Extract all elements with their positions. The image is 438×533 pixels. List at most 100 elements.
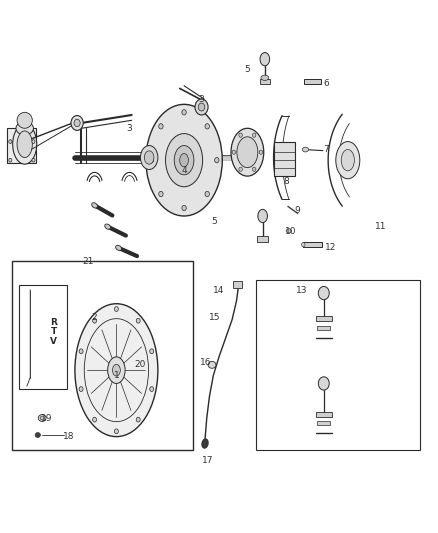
- Bar: [317, 326, 330, 330]
- Ellipse shape: [252, 167, 256, 172]
- Ellipse shape: [302, 147, 308, 152]
- Ellipse shape: [260, 53, 270, 66]
- Ellipse shape: [239, 133, 242, 138]
- Ellipse shape: [17, 112, 32, 128]
- Ellipse shape: [182, 205, 186, 211]
- Bar: [316, 411, 332, 417]
- Ellipse shape: [40, 416, 44, 420]
- Bar: [258, 236, 268, 241]
- Ellipse shape: [146, 104, 222, 216]
- Text: 4: 4: [181, 166, 187, 175]
- Bar: [317, 421, 330, 425]
- Text: 14: 14: [213, 286, 225, 295]
- Ellipse shape: [232, 150, 236, 155]
- Ellipse shape: [32, 140, 35, 143]
- Bar: [12, 261, 193, 450]
- Text: 3: 3: [127, 124, 132, 133]
- Ellipse shape: [318, 377, 329, 390]
- Bar: [256, 280, 420, 450]
- Text: 17: 17: [202, 456, 214, 465]
- Text: 20: 20: [135, 360, 146, 369]
- Ellipse shape: [108, 357, 125, 383]
- Text: 3: 3: [199, 94, 205, 103]
- Ellipse shape: [136, 417, 140, 422]
- Ellipse shape: [9, 140, 12, 143]
- Text: 12: 12: [325, 244, 336, 253]
- Ellipse shape: [92, 203, 98, 208]
- Ellipse shape: [92, 417, 96, 422]
- Text: 6: 6: [323, 78, 329, 87]
- Ellipse shape: [301, 243, 305, 247]
- Ellipse shape: [17, 131, 32, 158]
- Ellipse shape: [202, 439, 208, 448]
- Ellipse shape: [195, 99, 208, 115]
- Text: 5: 5: [212, 217, 218, 226]
- Bar: [274, 142, 295, 176]
- Ellipse shape: [16, 122, 33, 135]
- Ellipse shape: [174, 146, 194, 175]
- Ellipse shape: [182, 110, 186, 115]
- Ellipse shape: [166, 134, 203, 187]
- Text: 21: 21: [82, 257, 94, 265]
- Text: 19: 19: [41, 414, 52, 423]
- Ellipse shape: [9, 158, 12, 162]
- Bar: [7, 128, 35, 163]
- Text: 9: 9: [295, 206, 300, 215]
- Text: 18: 18: [63, 432, 74, 441]
- Ellipse shape: [336, 142, 360, 179]
- Ellipse shape: [114, 429, 118, 434]
- Ellipse shape: [159, 191, 163, 197]
- Ellipse shape: [136, 318, 140, 323]
- Text: R
T
V: R T V: [50, 318, 57, 346]
- Ellipse shape: [231, 128, 264, 176]
- Text: 8: 8: [284, 177, 290, 186]
- Ellipse shape: [150, 386, 154, 391]
- Text: 11: 11: [375, 222, 386, 231]
- Text: 15: 15: [209, 312, 220, 321]
- Ellipse shape: [74, 119, 80, 127]
- Bar: [316, 316, 332, 321]
- Ellipse shape: [252, 133, 256, 138]
- Ellipse shape: [79, 349, 83, 354]
- Ellipse shape: [71, 116, 83, 131]
- Text: 16: 16: [200, 358, 212, 367]
- Bar: [233, 281, 242, 288]
- Ellipse shape: [180, 154, 188, 167]
- Ellipse shape: [13, 124, 37, 164]
- Text: 10: 10: [285, 228, 297, 237]
- Ellipse shape: [318, 286, 329, 300]
- Ellipse shape: [159, 124, 163, 129]
- Ellipse shape: [237, 137, 258, 167]
- Text: 2: 2: [92, 312, 97, 321]
- Ellipse shape: [38, 415, 46, 422]
- Ellipse shape: [35, 433, 40, 438]
- Ellipse shape: [150, 349, 154, 354]
- Ellipse shape: [149, 158, 153, 163]
- Ellipse shape: [113, 365, 120, 376]
- Ellipse shape: [215, 158, 219, 163]
- Bar: [19, 285, 67, 389]
- Text: 5: 5: [244, 66, 250, 74]
- Ellipse shape: [75, 304, 158, 437]
- Bar: [303, 242, 321, 247]
- Ellipse shape: [145, 151, 154, 164]
- Ellipse shape: [32, 158, 35, 162]
- Ellipse shape: [286, 229, 291, 233]
- Ellipse shape: [341, 150, 354, 171]
- Ellipse shape: [116, 245, 121, 251]
- Ellipse shape: [92, 318, 96, 323]
- Ellipse shape: [208, 361, 216, 368]
- Ellipse shape: [79, 386, 83, 391]
- Text: 13: 13: [296, 286, 308, 295]
- Text: 1: 1: [113, 371, 119, 380]
- Ellipse shape: [114, 306, 118, 311]
- Ellipse shape: [258, 209, 268, 223]
- Bar: [304, 79, 321, 84]
- Ellipse shape: [198, 103, 205, 111]
- Ellipse shape: [205, 124, 209, 129]
- Ellipse shape: [205, 191, 209, 197]
- Ellipse shape: [239, 167, 242, 172]
- Ellipse shape: [261, 75, 269, 80]
- Ellipse shape: [259, 150, 263, 155]
- Ellipse shape: [105, 224, 110, 229]
